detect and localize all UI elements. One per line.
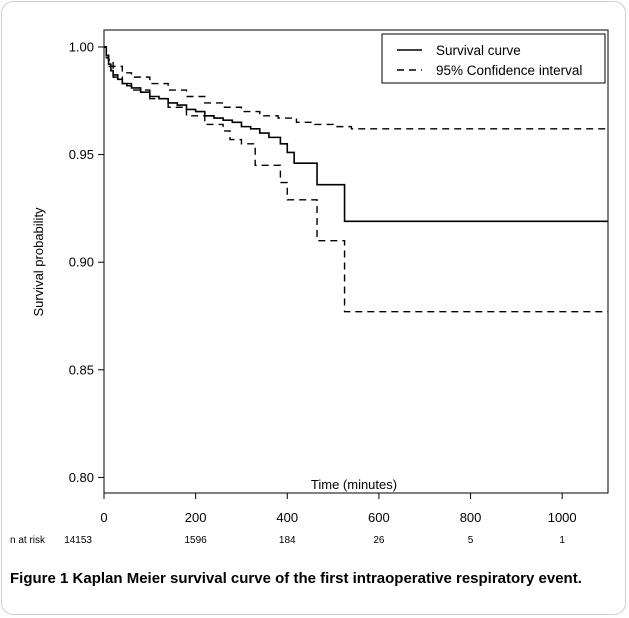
plot-area-border	[103, 29, 609, 494]
y-axis: 0.80 0.85 0.90 0.95 1.00	[69, 40, 104, 485]
caption-text: Kaplan Meier survival curve of the first…	[72, 570, 582, 587]
figure-caption: Figure 1 Kaplan Meier survival curve of …	[10, 570, 610, 588]
risk-table-value: 184	[279, 535, 296, 546]
caption-label: Figure 1	[10, 570, 69, 587]
risk-table: n at risk 14153 1596 184 26 5 1	[10, 535, 565, 546]
y-tick-label: 1.00	[69, 40, 94, 55]
x-tick-label: 800	[460, 510, 482, 525]
risk-table-value: 14153	[64, 535, 92, 546]
curves-layer	[104, 46, 608, 313]
y-tick-label: 0.95	[69, 147, 94, 162]
y-tick-label: 0.80	[69, 470, 94, 485]
y-tick-label: 0.90	[69, 255, 94, 270]
legend-label-survival: Survival curve	[436, 43, 521, 58]
risk-table-value: 26	[373, 535, 385, 546]
x-axis: 0 200 400 600 800 1000	[100, 493, 577, 525]
legend-label-ci: 95% Confidence interval	[436, 63, 582, 78]
x-tick-label: 0	[100, 510, 107, 525]
x-tick-label: 400	[276, 510, 298, 525]
risk-table-value: 1	[559, 535, 565, 546]
risk-table-value: 1596	[185, 535, 208, 546]
y-tick-label: 0.85	[69, 362, 94, 377]
series-line-0	[104, 46, 608, 223]
x-tick-label: 600	[368, 510, 390, 525]
series-line-2	[104, 46, 608, 313]
legend-box	[381, 33, 606, 84]
legend: Survival curve 95% Confidence interval	[381, 33, 606, 84]
risk-table-label: n at risk	[10, 535, 46, 546]
x-axis-label: Time (minutes)	[311, 477, 397, 492]
x-tick-label: 1000	[548, 510, 577, 525]
risk-table-value: 5	[468, 535, 474, 546]
y-axis-label: Survival probability	[31, 207, 46, 317]
x-tick-label: 200	[185, 510, 207, 525]
survival-chart: 0 200 400 600 800 1000 0.80 0.85 0.90 0.95 1.00 T…	[10, 29, 609, 546]
